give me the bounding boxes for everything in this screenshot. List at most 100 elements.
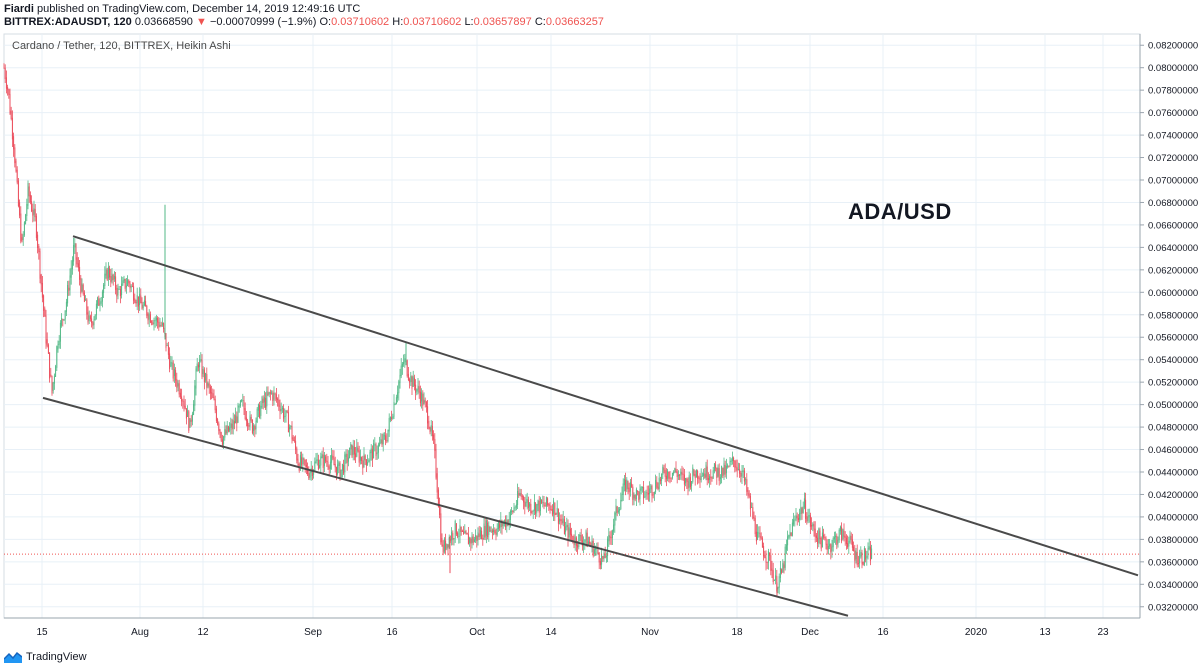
candle-body (824, 537, 826, 539)
candle-body (83, 292, 85, 302)
candle-body (73, 245, 75, 262)
chart-annotation[interactable]: ADA/USD (848, 199, 952, 224)
candle-body (746, 479, 748, 492)
high-value: 0.03710602 (403, 16, 462, 28)
candle-body (158, 321, 160, 328)
candle-body (454, 520, 456, 539)
candle-body (46, 339, 48, 346)
candle-body (189, 418, 191, 428)
candle-body (389, 416, 391, 421)
candle-body (97, 297, 99, 306)
candle-body (529, 503, 531, 507)
candle-body (89, 316, 91, 319)
candle-body (469, 537, 471, 543)
candle-body (93, 319, 95, 326)
candle-body (339, 462, 341, 480)
candle-body (542, 502, 544, 504)
candle-body (388, 418, 390, 432)
candle-body (439, 504, 441, 515)
candle-body (370, 448, 372, 454)
candle-body (453, 538, 455, 540)
candle-body (484, 525, 486, 538)
candle-body (869, 546, 871, 561)
candle-body (611, 530, 613, 539)
candle-body (737, 469, 739, 471)
candle-body (451, 531, 453, 541)
candle-body (418, 386, 420, 393)
candle-body (643, 486, 645, 499)
chart-frame[interactable]: 0.08200000 0.08000000 0.07800000 0.07600000… (0, 32, 1200, 644)
candle-body (721, 465, 723, 478)
candle-body (850, 536, 852, 540)
candle-body (719, 477, 721, 479)
candle-body (85, 299, 87, 301)
candle-body (490, 530, 492, 532)
candle-body (28, 186, 30, 197)
candle-body (779, 567, 781, 578)
candle-body (830, 544, 832, 553)
tradingview-brand[interactable]: TradingView (4, 649, 87, 665)
price-change: −0.00070999 (−1.9%) (209, 16, 317, 28)
candle-body (184, 405, 186, 409)
x-tick-label: 16 (386, 627, 398, 638)
candle-body (103, 284, 105, 294)
candle-body (231, 423, 233, 430)
candle-body (610, 537, 612, 539)
candle-body (739, 469, 741, 474)
candle-body (470, 538, 472, 544)
candle-body (599, 560, 601, 566)
candle-body (652, 494, 654, 496)
candle-body (118, 288, 120, 290)
candle-body (421, 392, 423, 402)
chart-canvas[interactable]: 0.08200000 0.08000000 0.07800000 0.07600000… (0, 32, 1200, 644)
candle-body (363, 453, 365, 468)
candle-body (361, 457, 363, 461)
candle-body (565, 526, 567, 532)
candle-body (536, 504, 538, 513)
candle-body (859, 555, 861, 564)
candle-body (346, 453, 348, 463)
candle-body (631, 483, 633, 488)
candle-body (647, 492, 649, 495)
candle-body (309, 472, 311, 478)
candle-body (608, 534, 610, 542)
candle-body (502, 523, 504, 526)
candle-body (57, 344, 59, 350)
candle-body (656, 481, 658, 488)
plot-area (3, 33, 1141, 619)
candle-body (259, 405, 261, 418)
candle-body (106, 269, 108, 280)
candle-body (127, 279, 129, 286)
candle-body (845, 537, 847, 545)
candle-body (467, 534, 469, 545)
candle-body (478, 533, 480, 538)
candle-body (219, 429, 221, 433)
x-tick-label: 12 (197, 627, 209, 638)
candle-body (598, 552, 600, 563)
candle-body (341, 463, 343, 471)
tradingview-text: TradingView (26, 651, 87, 663)
candle-body (398, 381, 400, 394)
candle-body (303, 458, 305, 461)
candle-body (211, 392, 213, 394)
candle-body (679, 474, 681, 476)
x-tick-label: 14 (545, 627, 557, 638)
candle-body (178, 383, 180, 395)
candle-body (785, 544, 787, 550)
candle-body (428, 420, 430, 429)
candle-body (657, 486, 659, 490)
candle-body (135, 302, 137, 304)
candle-body (47, 344, 49, 354)
candle-body (811, 525, 813, 527)
x-tick-label: Nov (641, 627, 659, 638)
candle-body (481, 530, 483, 540)
candle-body (265, 397, 267, 408)
candle-body (291, 426, 293, 440)
x-tick-label: 2020 (965, 627, 988, 638)
candle-body (41, 282, 43, 298)
candle-body (554, 502, 556, 516)
candle-body (579, 534, 581, 537)
candle-body (76, 257, 78, 265)
candle-body (399, 374, 401, 384)
candle-body (273, 392, 275, 400)
